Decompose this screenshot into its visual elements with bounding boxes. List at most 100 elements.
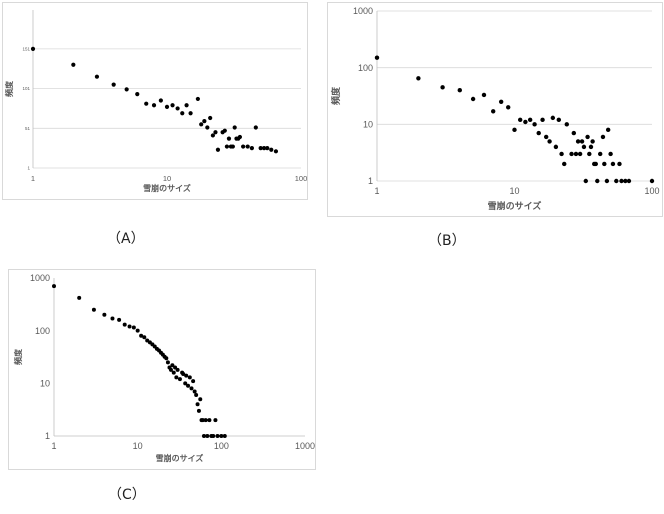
data-point (192, 389, 197, 394)
data-point (139, 333, 144, 338)
data-point (189, 386, 194, 391)
data-point (527, 117, 533, 123)
data-point (94, 74, 100, 79)
data-point (600, 134, 606, 140)
data-point (110, 316, 115, 321)
data-point (550, 115, 556, 121)
data-point (205, 434, 210, 438)
y-tick-label: 1000 (30, 273, 50, 283)
y-tick-label: 10 (40, 378, 50, 388)
data-point (195, 402, 200, 407)
data-point (506, 105, 511, 110)
x-tick-label: 1 (374, 186, 379, 196)
x-tick-label: 100 (214, 441, 229, 451)
data-point (71, 62, 76, 67)
x-tick-label: 1 (31, 174, 35, 183)
data-point (523, 119, 528, 125)
data-point (165, 360, 170, 365)
x-tick-label: 10 (163, 174, 171, 183)
data-point (237, 134, 243, 140)
data-point (194, 393, 199, 398)
data-point (564, 122, 569, 127)
data-point (175, 367, 180, 372)
data-point (517, 117, 523, 123)
data-point (184, 103, 189, 108)
data-point (559, 151, 564, 157)
y-axis-title: 頻度 (13, 348, 23, 365)
data-point (207, 418, 212, 423)
data-point (196, 408, 201, 413)
data-point (602, 161, 607, 167)
data-point (188, 111, 193, 116)
data-point (416, 76, 421, 81)
data-point (142, 335, 147, 340)
y-tick-label: 100 (35, 326, 50, 336)
data-point (597, 151, 603, 157)
chart-panel-c: 1 10 100 1000 1 10 100 1000 雪崩のサイズ 頻度 (8, 269, 316, 470)
data-point (131, 325, 136, 330)
data-point (536, 130, 541, 136)
x-tick-label: 100 (295, 174, 308, 183)
data-point (199, 122, 204, 127)
data-point (184, 373, 189, 378)
data-point (30, 46, 36, 52)
data-point (556, 117, 562, 123)
data-point (158, 98, 163, 103)
chart-c-svg: 1 10 100 1000 1 10 100 1000 雪崩のサイズ 頻度 (13, 273, 315, 463)
data-point (215, 147, 221, 152)
data-point (215, 434, 220, 438)
data-point (575, 139, 581, 144)
data-point (222, 434, 227, 438)
data-point (171, 370, 176, 375)
data-point (177, 377, 182, 382)
data-point (205, 125, 210, 130)
data-point (457, 88, 462, 93)
data-point (201, 434, 206, 438)
data-point (491, 109, 496, 114)
caption-b: （B） (428, 233, 466, 249)
data-point (617, 161, 622, 167)
data-point (181, 372, 186, 377)
data-point (170, 103, 175, 108)
y-axis-title: 頻度 (330, 86, 342, 105)
data-point (649, 178, 655, 184)
data-point (170, 363, 175, 368)
data-point (213, 418, 218, 423)
data-point (585, 134, 590, 140)
chart-panel-a: 1 51 101 151 1 10 100 雪崩のサイズ 頻度 (2, 2, 308, 200)
data-point (261, 146, 267, 151)
x-tick-label: 1 (51, 441, 56, 451)
data-point (590, 139, 595, 144)
data-point (619, 178, 624, 184)
data-point (569, 151, 574, 157)
data-point (498, 99, 504, 104)
data-point (265, 146, 270, 151)
data-point (219, 434, 224, 438)
data-point (512, 127, 517, 133)
data-point (571, 130, 577, 136)
data-point (144, 101, 149, 106)
data-point (626, 178, 632, 184)
data-point (605, 127, 611, 133)
data-point (211, 434, 216, 438)
data-point (623, 178, 628, 184)
data-point (588, 144, 594, 150)
y-tick-label: 101 (22, 86, 30, 91)
data-point (253, 125, 258, 130)
data-point (245, 144, 250, 149)
data-point (532, 122, 537, 127)
data-point (222, 128, 227, 133)
data-point (135, 92, 140, 97)
data-point (180, 111, 185, 116)
data-point (122, 322, 127, 327)
data-point (374, 55, 380, 60)
data-point (111, 82, 116, 87)
data-point (77, 295, 82, 300)
data-point (186, 383, 191, 388)
x-tick-label: 100 (644, 186, 659, 196)
data-point (230, 144, 235, 149)
data-point (200, 418, 205, 423)
data-point (52, 284, 56, 289)
data-point (102, 312, 107, 317)
